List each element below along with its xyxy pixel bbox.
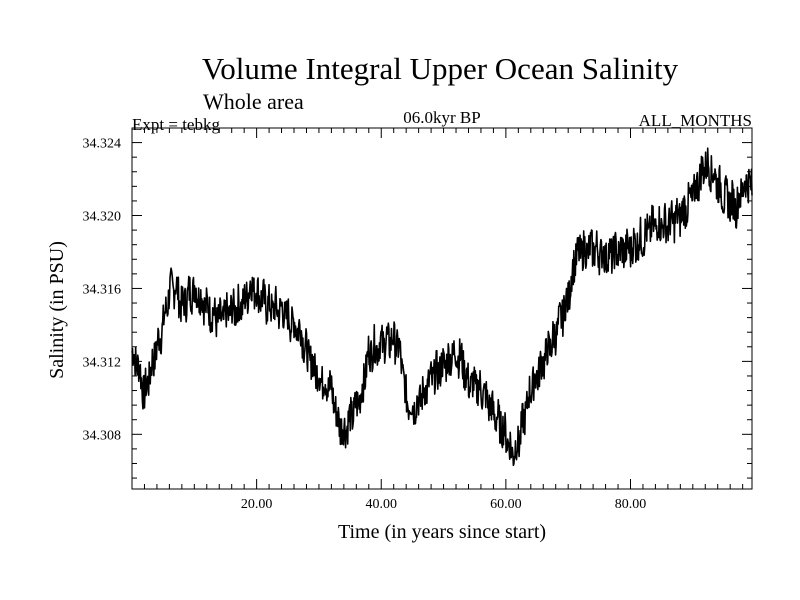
x-axis-label: Time (in years since start) [338, 521, 546, 543]
x-tick-label: 80.00 [615, 497, 647, 512]
months-label: ALL_MONTHS [638, 111, 752, 130]
chart-subtitle: Whole area [203, 89, 304, 114]
experiment-label: Expt = tebkg [132, 115, 220, 134]
plot-frame [131, 127, 753, 490]
axis-ticks [131, 127, 752, 489]
chart-title: Volume Integral Upper Ocean Salinity [201, 51, 679, 86]
x-tick-label: 20.00 [241, 497, 273, 512]
y-tick-labels: 34.308 34.312 34.316 34.320 34.324 [83, 137, 122, 444]
y-axis-label: Salinity (in PSU) [46, 241, 68, 379]
x-tick-label: 60.00 [490, 497, 522, 512]
y-tick-label: 34.316 [83, 282, 122, 297]
y-tick-label: 34.308 [83, 428, 122, 443]
salinity-series-line [131, 147, 753, 467]
x-tick-labels: 20.00 40.00 60.00 80.00 [241, 497, 646, 512]
period-label: 06.0kyr BP [403, 108, 481, 127]
y-tick-label: 34.324 [83, 137, 122, 152]
y-tick-label: 34.312 [83, 355, 122, 370]
y-tick-label: 34.320 [83, 210, 122, 225]
x-tick-label: 40.00 [365, 497, 397, 512]
